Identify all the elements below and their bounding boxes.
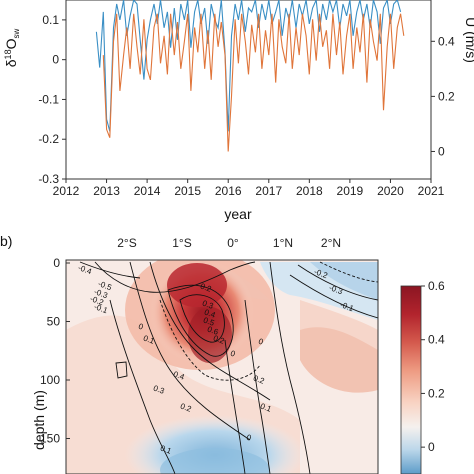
depth-tick-label: 50 — [47, 315, 61, 329]
x-tick-label: 2015 — [174, 184, 201, 198]
heatmap-field: -0.4-0.5-0.3-0.2-0.100.10.20.30.40.50.60… — [66, 260, 378, 474]
x-tick-label: 2013 — [93, 184, 120, 198]
contour-label: 0.2 — [212, 334, 226, 346]
contour-label: 0 — [245, 433, 253, 443]
depth-tick-label: 150 — [40, 432, 60, 446]
contour-label: 0.1 — [159, 444, 173, 456]
colorbar-tick-label: 0.4 — [428, 333, 445, 347]
y-tick-label-left: 0.1 — [42, 13, 59, 27]
plot-frame-b — [65, 259, 379, 474]
contour-label: 0.2 — [179, 402, 193, 414]
y-axis-label-right-a: U (m/s) — [463, 17, 474, 63]
x-tick-label: 2018 — [296, 184, 323, 198]
lat-tick-label: 2°S — [117, 236, 136, 250]
contour-label: 0.4 — [172, 370, 186, 382]
plot-frame-a — [65, 0, 432, 180]
contour-label: 0.1 — [259, 402, 273, 414]
contour-label: 0 — [137, 322, 145, 332]
panel-a: 2012 2013 2014 2015 2016 2017 2018 2019 2020 2021… — [3, 0, 474, 222]
contour-label: 0.1 — [142, 334, 156, 346]
y-tick-label-right: 0 — [438, 144, 445, 158]
contour-label: 0.2 — [199, 282, 213, 294]
contour-label: 0.2 — [252, 374, 266, 386]
x-tick-label: 2017 — [255, 184, 282, 198]
x-tick-label: 2020 — [377, 184, 404, 198]
colorbar-tick-label: 0.6 — [428, 279, 445, 293]
lat-tick-label: 1°N — [273, 236, 293, 250]
colorbar — [400, 285, 422, 474]
contour-label: 0.3 — [152, 384, 166, 396]
contour-label: 0 — [229, 349, 237, 359]
x-axis-label-a: year — [224, 206, 252, 222]
x-tick-label: 2016 — [215, 184, 242, 198]
lat-tick-label: 0° — [227, 236, 239, 250]
y-tick-label-right: 0.4 — [438, 34, 455, 48]
x-tick-label: 2019 — [337, 184, 364, 198]
x-tick-label: 2012 — [53, 184, 80, 198]
contour-label: 0.3 — [201, 299, 215, 311]
panel-b: b) 2°S 1°S 0° 1°N 2°N — [0, 233, 445, 474]
panel-label-b: b) — [0, 233, 12, 249]
series-line-d18o — [95, 0, 402, 132]
depth-tick-label: 0 — [53, 256, 60, 270]
contour-label: 0.6 — [206, 325, 220, 337]
y-tick-label-left: -0.2 — [38, 132, 59, 146]
x-tick-label: 2021 — [418, 184, 445, 198]
y-tick-label-left: -0.3 — [38, 172, 59, 186]
lat-tick-label: 2°N — [321, 236, 341, 250]
y-tick-label-left: 0 — [52, 53, 59, 67]
depth-tick-label: 100 — [40, 373, 60, 387]
x-tick-label: 2014 — [134, 184, 161, 198]
lat-tick-label: 1°S — [172, 236, 191, 250]
y-tick-label-left: -0.1 — [38, 92, 59, 106]
colorbar-tick-label: 0 — [428, 440, 435, 454]
y-tick-label-right: 0.2 — [438, 89, 455, 103]
colorbar-tick-label: 0.2 — [428, 386, 445, 400]
contour-label: 0 — [257, 337, 265, 347]
contour-label: 0.4 — [203, 308, 217, 320]
series-line-u — [102, 13, 405, 152]
y-axis-label-left-a: δ18Osw — [3, 29, 21, 68]
y-axis-label-b: depth (m) — [31, 390, 47, 450]
contour-label: 0.5 — [202, 316, 216, 328]
